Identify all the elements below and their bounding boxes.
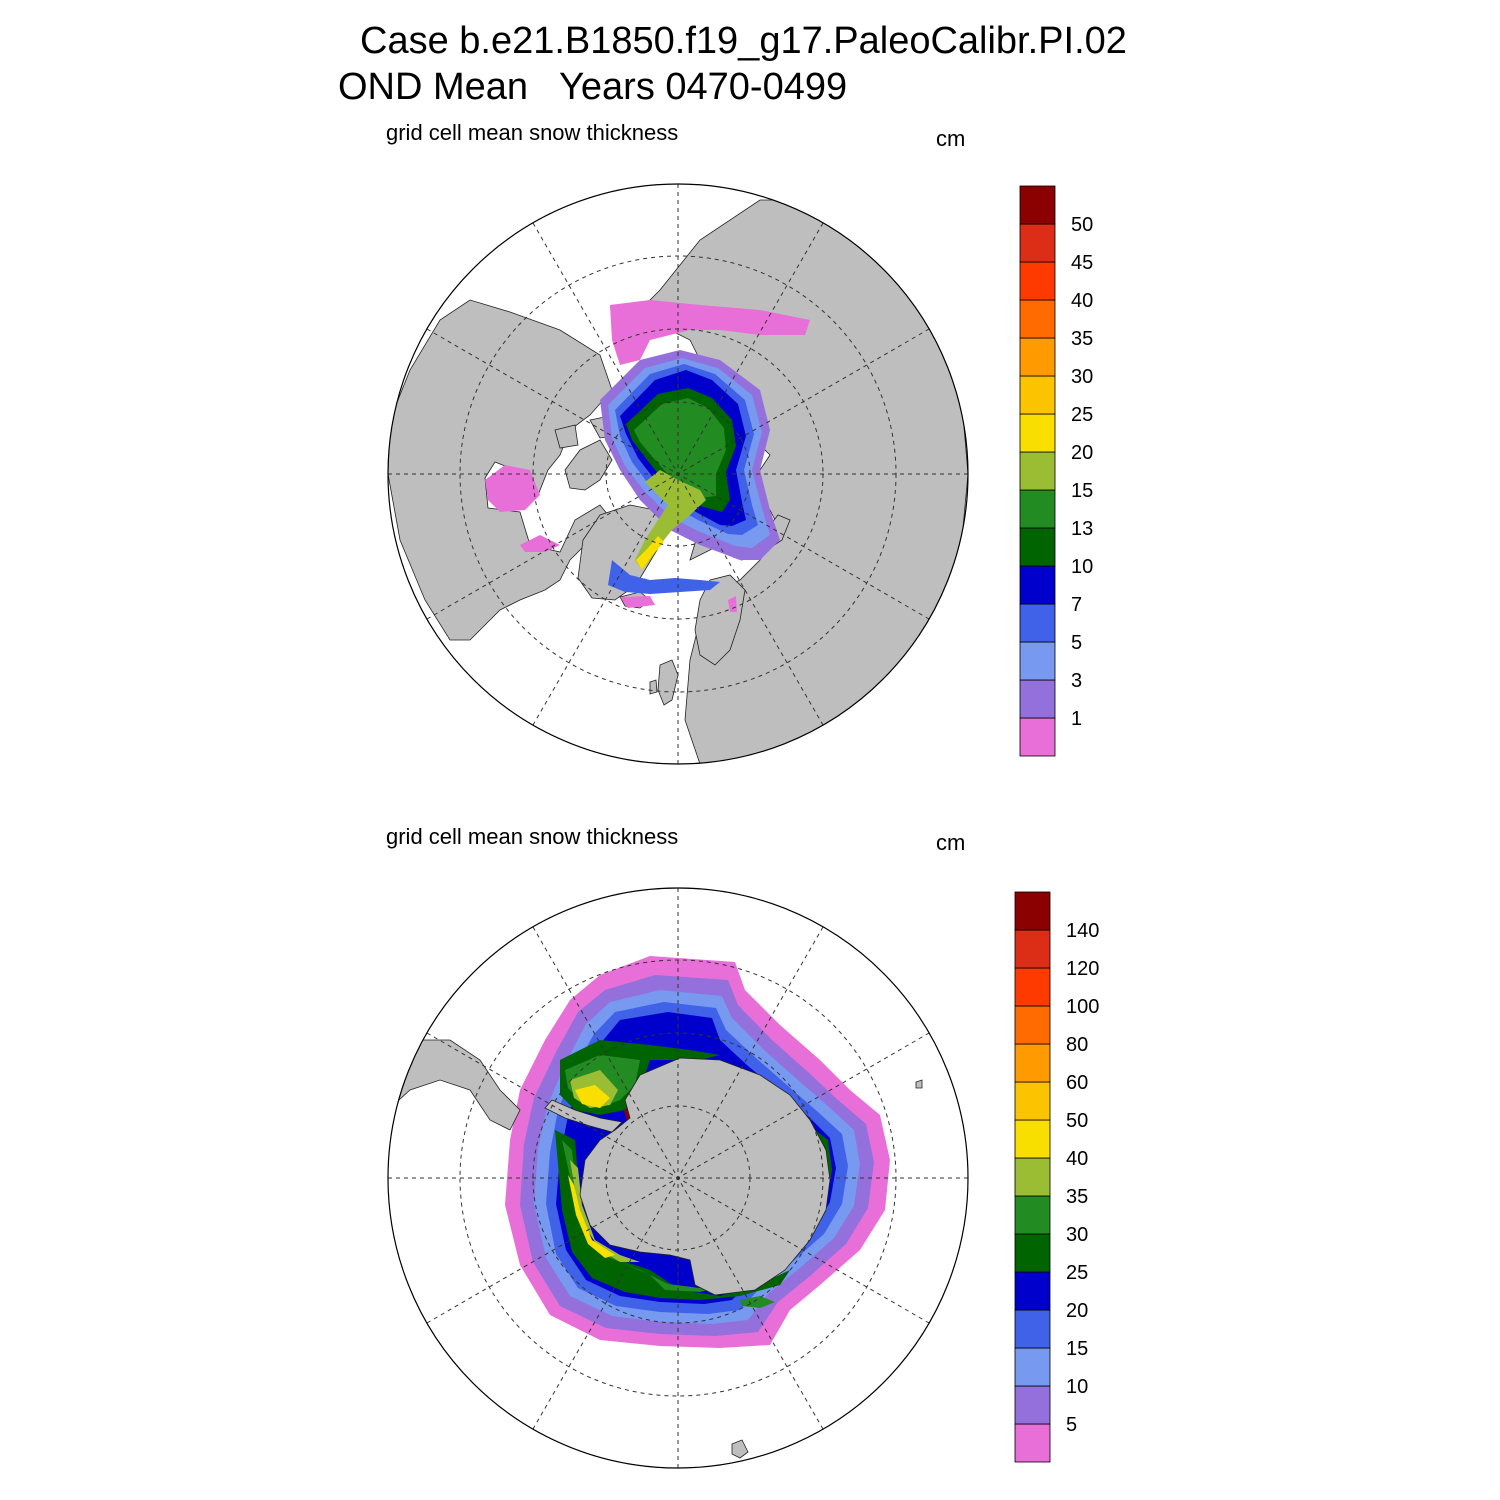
north-band-1: [610, 300, 810, 365]
south-polar-map: [387, 887, 969, 1469]
colorbar-tick-label: 140: [1066, 920, 1099, 942]
north-band-7: [634, 398, 726, 498]
colorbar-tick-label: 35: [1066, 1186, 1088, 1208]
colorbar-box: [1019, 299, 1056, 339]
antarctic-peninsula-land: [544, 1099, 623, 1133]
colorbar-box: [1019, 641, 1056, 681]
colorbar-tick-label: 60: [1066, 1072, 1088, 1094]
colorbar-tick-label: 15: [1071, 480, 1093, 502]
colorbar-tick-label: 50: [1071, 214, 1093, 236]
north-band-10: [608, 560, 720, 594]
colorbar-box: [1014, 1005, 1051, 1045]
colorbar-box: [1014, 1195, 1051, 1235]
south-band-yellow: [568, 1085, 615, 1258]
colorbar-tick-label: 35: [1071, 328, 1093, 350]
south-band-olive: [570, 1070, 640, 1262]
colorbar-box: [1019, 223, 1056, 263]
colorbar-tick-label: 5: [1066, 1414, 1077, 1436]
south-colorbar: 5 10 15 20 25 30 35 40 50 60 80 100 120 140: [1014, 891, 1099, 1463]
south-panel-label: grid cell mean snow thickness: [386, 824, 679, 849]
colorbar-tick-label: 30: [1071, 366, 1093, 388]
colorbar-box: [1019, 565, 1056, 605]
colorbar-box: [1014, 1271, 1051, 1311]
colorbar-box: [1014, 891, 1051, 931]
colorbar-tick-label: 40: [1066, 1148, 1088, 1170]
colorbar-box: [1019, 679, 1056, 719]
colorbar-tick-label: 100: [1066, 996, 1099, 1018]
colorbar-tick-label: 25: [1071, 404, 1093, 426]
south-america-land: [388, 1039, 521, 1131]
british-isles-land: [649, 659, 679, 706]
colorbar-tick-label: 45: [1071, 252, 1093, 274]
colorbar-box: [1019, 717, 1056, 757]
colorbar-tick-label: 10: [1071, 556, 1093, 578]
colorbar-tick-label: 15: [1066, 1338, 1088, 1360]
colorbar-box: [1019, 337, 1056, 377]
south-panel-units: cm: [936, 830, 966, 855]
colorbar-box: [1014, 1309, 1051, 1349]
north-polar-map: [387, 183, 969, 765]
colorbar-tick-label: 7: [1071, 594, 1082, 616]
colorbar-tick-label: 30: [1066, 1224, 1088, 1246]
colorbar-tick-label: 50: [1066, 1110, 1088, 1132]
colorbar-tick-label: 3: [1071, 670, 1082, 692]
colorbar-box: [1019, 375, 1056, 415]
north-panel-label: grid cell mean snow thickness: [386, 120, 679, 145]
colorbar-box: [1019, 413, 1056, 453]
north-land: [388, 199, 968, 764]
north-america-land: [388, 299, 613, 641]
title-line-1: Case b.e21.B1850.f19_g17.PaleoCalibr.PI.…: [360, 20, 1127, 62]
south-band-darkgreen: [555, 1040, 832, 1300]
colorbar-tick-label: 5: [1071, 632, 1082, 654]
colorbar-box: [1019, 451, 1056, 491]
colorbar-tick-label: 25: [1066, 1262, 1088, 1284]
colorbar-tick-label: 13: [1071, 518, 1093, 540]
colorbar-box: [1014, 1423, 1051, 1463]
colorbar-tick-label: 20: [1071, 442, 1093, 464]
colorbar-box: [1019, 185, 1056, 225]
colorbar-box: [1019, 527, 1056, 567]
colorbar-box: [1014, 1157, 1051, 1197]
title-line-2: OND Mean Years 0470-0499: [338, 66, 848, 108]
colorbar-box: [1014, 1119, 1051, 1159]
colorbar-box: [1014, 929, 1051, 969]
new-zealand-island: [731, 1439, 749, 1459]
colorbar-box: [1019, 489, 1056, 529]
colorbar-tick-label: 120: [1066, 958, 1099, 980]
colorbar-box: [1014, 1385, 1051, 1425]
colorbar-box: [1014, 967, 1051, 1007]
north-graticule: [388, 184, 968, 764]
south-graticule: [388, 888, 968, 1468]
kerguelen-island: [915, 1079, 923, 1089]
scandinavia-land: [694, 574, 746, 666]
north-band-1b: [485, 465, 560, 552]
colorbar-box: [1019, 261, 1056, 301]
colorbar-tick-label: 80: [1066, 1034, 1088, 1056]
colorbar-box: [1019, 603, 1056, 643]
colorbar-box: [1014, 1347, 1051, 1387]
north-band-9: [636, 536, 664, 570]
south-map-border: [387, 887, 969, 1469]
north-band-11: [620, 596, 737, 612]
colorbar-tick-label: 10: [1066, 1376, 1088, 1398]
colorbar-tick-label: 20: [1066, 1300, 1088, 1322]
colorbar-tick-label: 40: [1071, 290, 1093, 312]
colorbar-box: [1014, 1081, 1051, 1121]
greenland-land: [577, 504, 669, 601]
colorbar-tick-label: 1: [1071, 708, 1082, 730]
north-map-border: [387, 183, 969, 765]
colorbar-box: [1014, 1043, 1051, 1083]
north-panel-units: cm: [936, 126, 966, 151]
north-snow-field: [485, 300, 810, 612]
colorbar-box: [1014, 1233, 1051, 1273]
